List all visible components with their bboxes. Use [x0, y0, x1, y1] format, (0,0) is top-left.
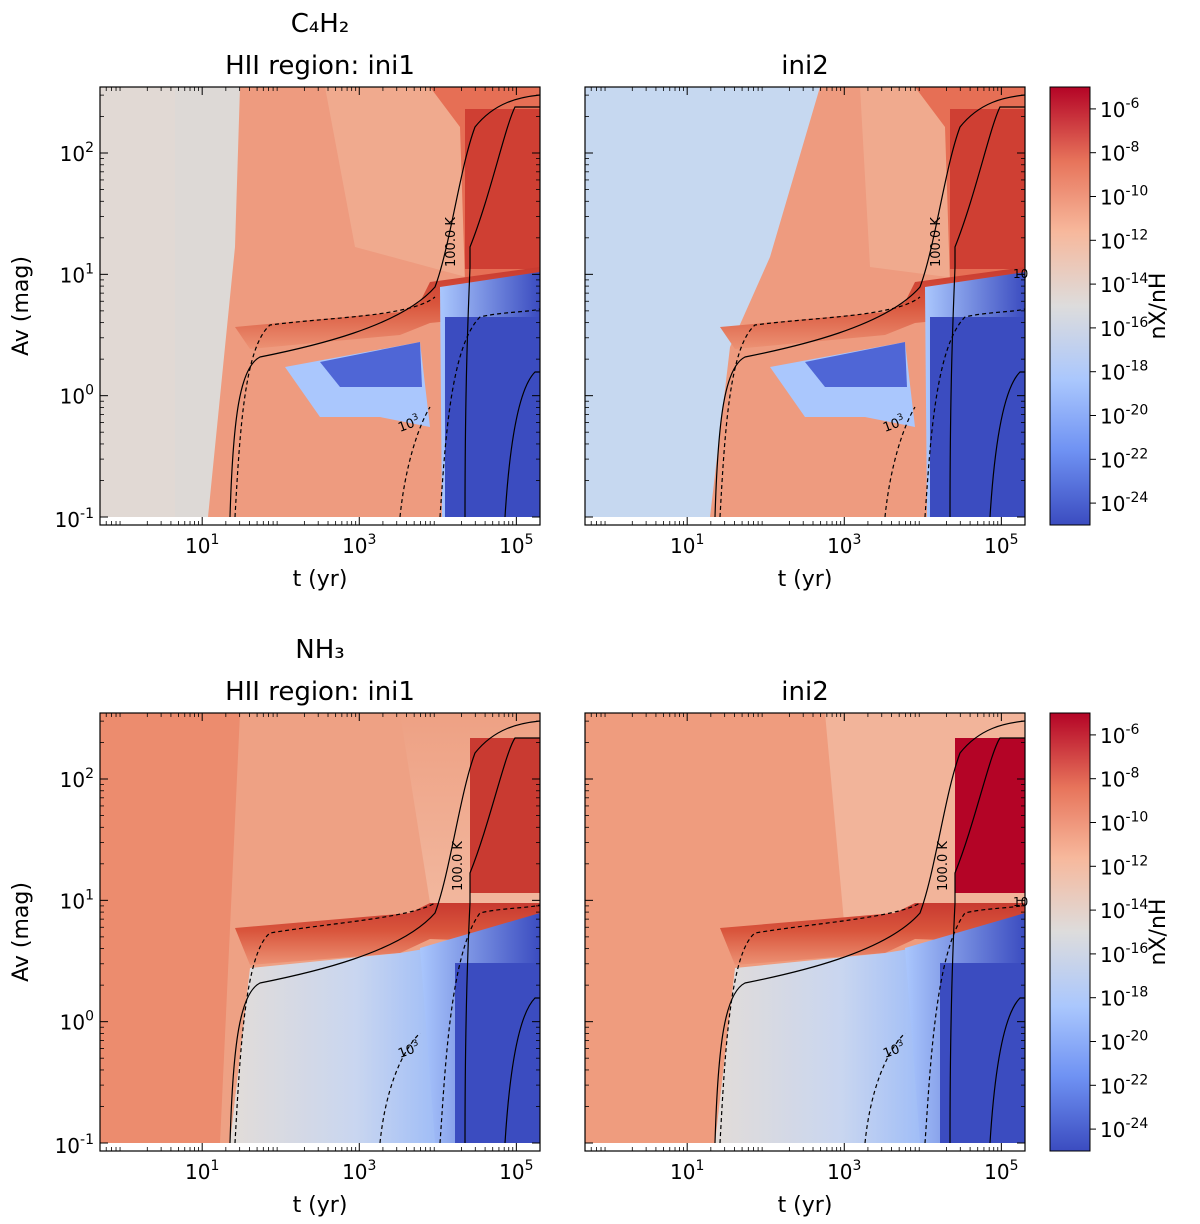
colorbar-tick-label: 10-8	[1100, 766, 1139, 792]
x-tick-label: 103	[342, 1158, 376, 1184]
colorbar-ticks: 10-6 10-8 10-10 10-12 10-14 10-16 10-18 10-20 10…	[1090, 722, 1148, 1142]
y-tick-label: 10-1	[55, 506, 94, 532]
axis-ticks: 101 103 105 10-1 100 101 102 101 103 105 101 103 105…	[55, 87, 1026, 1184]
y-axis-label: Av (mag)	[9, 882, 34, 982]
y-tick-label: 101	[60, 261, 94, 287]
axes-frame	[584, 712, 1026, 1152]
heatmap-c4h2-ini2: 100.0 K 103	[585, 87, 1025, 517]
x-tick-label: 101	[185, 1158, 219, 1184]
edge-contour-label: 10	[1013, 895, 1028, 909]
x-tick-label: 105	[984, 1158, 1018, 1184]
panel-nh3-ini2: 100.0 K 103	[584, 712, 1026, 1152]
x-axis-label: t (yr)	[778, 1193, 833, 1218]
colorbar-tick-label: 10-14	[1100, 897, 1148, 923]
y-tick-label: 102	[60, 766, 94, 792]
temp-contour-label: 100.0 K	[451, 841, 466, 891]
density-contour-label: 103	[881, 1038, 908, 1062]
panel-title-top-right: ini2	[781, 51, 828, 81]
colorbar-tick-label: 10-6	[1100, 722, 1140, 748]
colorbar-tick-label: 10-18	[1100, 985, 1148, 1011]
x-tick-label: 101	[670, 532, 704, 558]
region-title-bottom: HII region: ini1	[225, 677, 415, 707]
colorbar-ticks: 10-6 10-8 10-10 10-12 10-14 10-16 10-18 10-20 10…	[1090, 96, 1148, 516]
axes-frame	[584, 86, 1026, 526]
panel-c4h2-ini1: 100.0 K 103	[99, 86, 541, 526]
temp-contour-label: 100.0 K	[929, 217, 944, 267]
x-tick-label: 101	[670, 1158, 704, 1184]
colorbar-tick-label: 10-12	[1100, 227, 1148, 253]
y-tick-label: 102	[60, 140, 94, 166]
panel-c4h2-ini2: 100.0 K 103	[584, 86, 1026, 526]
x-tick-label: 105	[499, 1158, 533, 1184]
region-title-top: HII region: ini1	[225, 51, 415, 81]
species-title-c4h2: C₄H₂	[291, 9, 350, 39]
heatmap-nh3-ini1: 100.0 K 103	[100, 713, 540, 1143]
colorbar-top: 10-6 10-8 10-10 10-12 10-14 10-16 10-18 10-20 10…	[1049, 86, 1171, 526]
y-tick-label: 100	[60, 383, 94, 409]
x-tick-label: 101	[185, 532, 219, 558]
species-title-nh3: NH₃	[295, 635, 344, 665]
temp-contour-label: 100.0 K	[444, 217, 459, 267]
density-contour-label: 103	[396, 1038, 423, 1062]
colorbar-tick-label: 10-22	[1100, 446, 1148, 472]
colorbar-tick-label: 10-10	[1100, 810, 1148, 836]
colorbar-tick-label: 10-20	[1100, 403, 1148, 429]
colorbar-tick-label: 10-16	[1100, 941, 1148, 967]
panel-nh3-ini1: 100.0 K 103	[99, 712, 541, 1152]
colorbar-tick-label: 10-12	[1100, 853, 1148, 879]
x-tick-label: 103	[827, 1158, 861, 1184]
axes-frame	[99, 86, 541, 526]
x-tick-label: 103	[827, 532, 861, 558]
x-tick-label: 105	[499, 532, 533, 558]
x-axis-label: t (yr)	[293, 1193, 348, 1218]
x-tick-label: 103	[342, 532, 376, 558]
y-tick-label: 100	[60, 1009, 94, 1035]
colorbar-tick-label: 10-20	[1100, 1029, 1148, 1055]
colorbar-bottom: 10-6 10-8 10-10 10-12 10-14 10-16 10-18 10-20 10…	[1049, 712, 1171, 1152]
panel-title-bottom-right: ini2	[781, 677, 828, 707]
colorbar-tick-label: 10-16	[1100, 315, 1148, 341]
x-tick-label: 105	[984, 532, 1018, 558]
colorbar-tick-label: 10-22	[1100, 1072, 1148, 1098]
colorbar-tick-label: 10-8	[1100, 140, 1139, 166]
y-tick-label: 10-1	[55, 1132, 94, 1158]
colorbar-tick-label: 10-18	[1100, 359, 1148, 385]
heatmap-nh3-ini2: 100.0 K 103	[585, 713, 1025, 1143]
y-tick-label: 101	[60, 887, 94, 913]
y-axis-label: Av (mag)	[9, 256, 34, 356]
x-axis-label: t (yr)	[778, 567, 833, 592]
colorbar-tick-label: 10-6	[1100, 96, 1140, 122]
colorbar-tick-label: 10-10	[1100, 184, 1148, 210]
colorbar-label: nX/nH	[1146, 273, 1171, 340]
density-contour-label: 103	[396, 412, 423, 436]
colorbar-tick-label: 10-24	[1100, 490, 1148, 516]
colorbar-tick-label: 10-24	[1100, 1116, 1148, 1142]
axes-frame	[99, 712, 541, 1152]
colorbar-label: nX/nH	[1146, 899, 1171, 966]
density-contour-label: 103	[881, 412, 908, 436]
x-axis-label: t (yr)	[293, 567, 348, 592]
heatmap-c4h2-ini1: 100.0 K 103	[100, 87, 540, 517]
temp-contour-label: 100.0 K	[936, 841, 951, 891]
colorbar-tick-label: 10-14	[1100, 271, 1148, 297]
